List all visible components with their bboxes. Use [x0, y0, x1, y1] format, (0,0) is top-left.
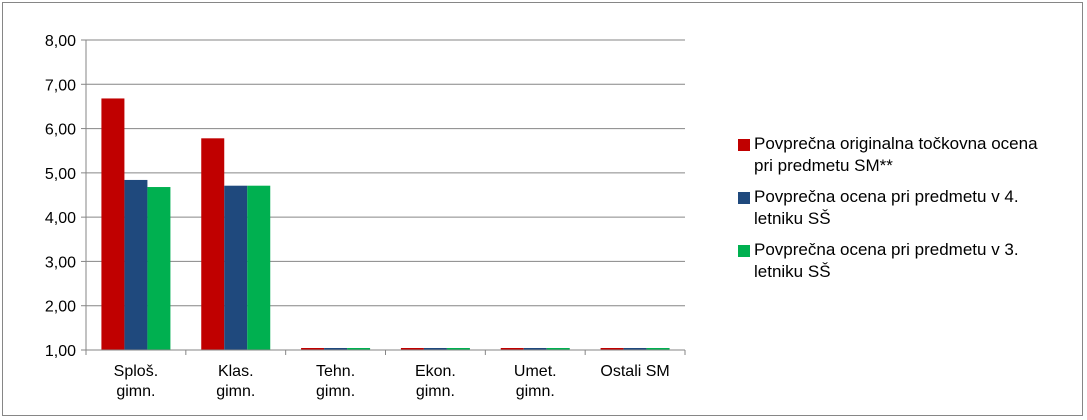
x-tick-label: Umet. gimn.: [514, 363, 557, 400]
bar-series-3-cat-1: [147, 187, 171, 350]
legend-swatch-series-1: [738, 139, 750, 151]
bar-series-2-cat-3: [324, 348, 348, 350]
bar-series-3-cat-4: [446, 348, 470, 350]
x-tick-label: Ekon. gimn.: [415, 363, 456, 400]
y-tick-label: 6,00: [45, 122, 76, 139]
legend-item-series-2: Povprečna ocena pri predmetu v 4. letnik…: [738, 186, 1068, 230]
tick-labels: 1,00 2,00 3,00 4,00 5,00 6,00 7,00 8,00 Sploš. gi…: [45, 33, 670, 400]
bar-series-2-cat-2: [224, 185, 248, 350]
bar-series-1-cat-4: [400, 348, 424, 350]
legend-item-series-3: Povprečna ocena pri predmetu v 3. letnik…: [738, 239, 1068, 283]
legend-label-series-3: Povprečna ocena pri predmetu v 3. letnik…: [754, 240, 1019, 281]
x-tick-label: Tehn. gimn.: [316, 363, 355, 400]
y-tick-label: 7,00: [45, 77, 76, 94]
y-tick-label: 2,00: [45, 299, 76, 316]
legend-label-series-1: Povprečna originalna točkovna ocena pri …: [754, 134, 1038, 175]
gridlines: [86, 39, 685, 307]
bars: [101, 98, 670, 350]
bar-series-3-cat-6: [646, 348, 670, 350]
bar-series-3-cat-5: [546, 348, 570, 350]
bar-series-3-cat-3: [347, 348, 371, 350]
y-tick-label: 8,00: [45, 33, 76, 50]
legend-item-series-1: Povprečna originalna točkovna ocena pri …: [738, 133, 1068, 177]
bar-series-1-cat-6: [600, 348, 624, 350]
legend: Povprečna originalna točkovna ocena pri …: [738, 133, 1068, 292]
bar-series-1-cat-5: [500, 348, 524, 350]
legend-label-series-2: Povprečna ocena pri predmetu v 4. letnik…: [754, 187, 1019, 228]
y-tick-label: 3,00: [45, 254, 76, 271]
bar-series-2-cat-1: [124, 179, 148, 350]
bar-series-2-cat-6: [623, 348, 647, 350]
y-tick-label: 1,00: [45, 343, 76, 360]
bar-series-1-cat-1: [101, 98, 125, 350]
legend-swatch-series-3: [738, 245, 750, 257]
x-tick-label: Klas. gimn.: [216, 363, 255, 400]
y-tick-label: 4,00: [45, 210, 76, 227]
bar-series-2-cat-5: [523, 348, 547, 350]
axes: [81, 39, 686, 355]
x-tick-label: Sploš. gimn.: [114, 363, 158, 400]
bar-series-3-cat-2: [247, 185, 271, 350]
bar-series-2-cat-4: [423, 348, 447, 350]
x-tick-label: Ostali SM: [600, 363, 669, 380]
bar-series-1-cat-2: [201, 138, 225, 350]
legend-swatch-series-2: [738, 192, 750, 204]
y-tick-label: 5,00: [45, 166, 76, 183]
bar-series-1-cat-3: [301, 348, 325, 350]
